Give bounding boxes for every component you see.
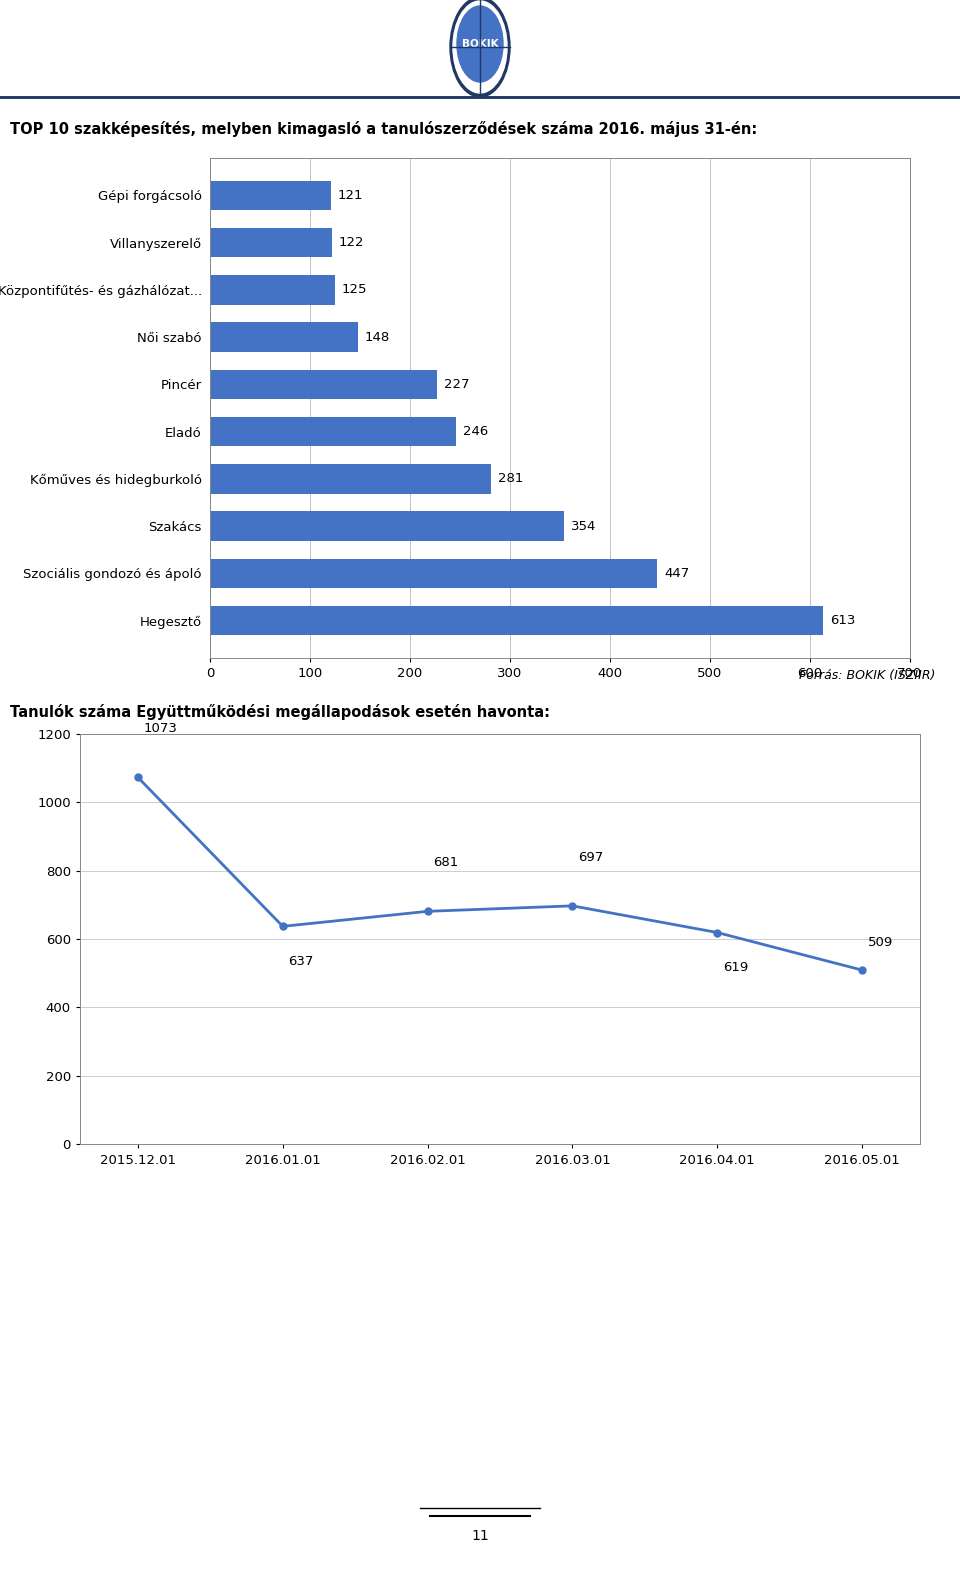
Bar — [210, 228, 332, 257]
Text: 354: 354 — [571, 520, 596, 532]
Text: 1073: 1073 — [143, 722, 178, 735]
Text: 246: 246 — [463, 425, 489, 439]
Text: 697: 697 — [578, 851, 603, 863]
Ellipse shape — [453, 2, 507, 93]
Bar — [210, 181, 331, 211]
Bar — [210, 559, 657, 588]
Text: 121: 121 — [338, 188, 364, 201]
Text: 122: 122 — [339, 236, 365, 249]
Text: Forrás: BOKIK (ISZIIR): Forrás: BOKIK (ISZIIR) — [800, 670, 936, 683]
Bar — [210, 369, 437, 399]
Text: 637: 637 — [288, 955, 314, 968]
Text: TOP 10 szakképesítés, melyben kimagasló a tanulószerződések száma 2016. május 31: TOP 10 szakképesítés, melyben kimagasló … — [10, 120, 757, 136]
Text: 447: 447 — [664, 567, 689, 580]
Text: 11: 11 — [471, 1529, 489, 1543]
Ellipse shape — [450, 0, 510, 97]
Text: 148: 148 — [365, 331, 391, 344]
Text: 509: 509 — [868, 936, 893, 949]
Bar — [210, 464, 491, 494]
Text: BOKIK: BOKIK — [462, 40, 498, 49]
Text: Tanulók száma Együttműködési megállapodások esetén havonta:: Tanulók száma Együttműködési megállapodá… — [10, 703, 550, 721]
Ellipse shape — [457, 6, 503, 82]
Bar — [210, 607, 823, 635]
Bar — [210, 276, 335, 304]
Bar — [210, 512, 564, 540]
Text: 281: 281 — [498, 472, 523, 485]
Text: 125: 125 — [342, 284, 368, 296]
Text: 619: 619 — [723, 961, 748, 974]
Bar — [210, 323, 358, 352]
Bar — [210, 417, 456, 447]
Text: 681: 681 — [433, 857, 458, 870]
Text: 227: 227 — [444, 379, 469, 391]
Text: 613: 613 — [830, 615, 855, 627]
